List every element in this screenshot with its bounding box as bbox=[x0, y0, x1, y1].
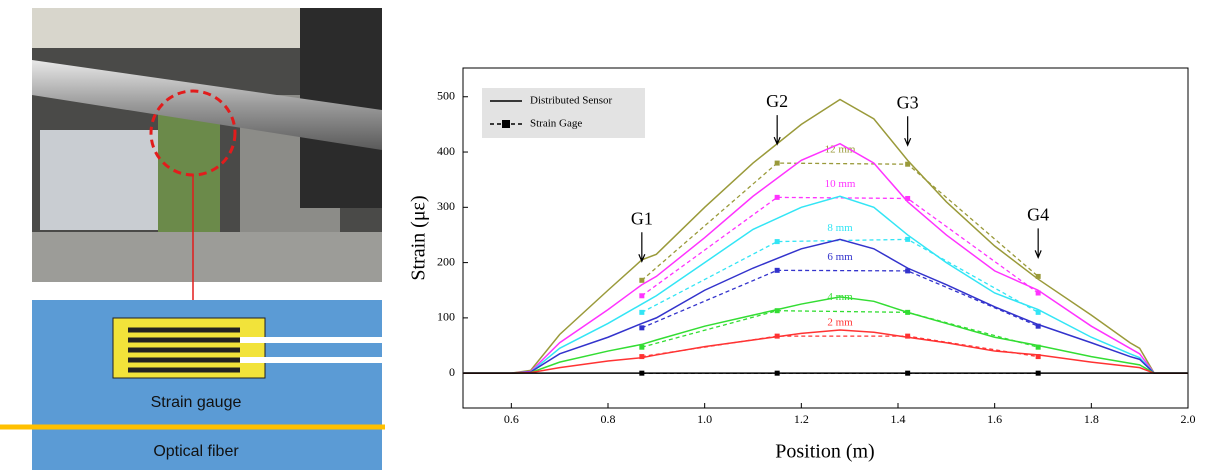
gauge-marker bbox=[774, 333, 780, 339]
gauge-arrow bbox=[773, 115, 781, 146]
gauge-marker bbox=[639, 277, 645, 283]
gauge-marker bbox=[639, 370, 645, 376]
gauge-marker bbox=[905, 309, 911, 315]
x-tick-label: 1.0 bbox=[697, 412, 712, 426]
gauge-marker bbox=[639, 325, 645, 331]
gauge-marker bbox=[774, 239, 780, 245]
gauge-name: G1 bbox=[631, 208, 653, 228]
y-tick-label: 100 bbox=[437, 310, 455, 324]
legend-marker bbox=[502, 120, 510, 128]
gauge-marker bbox=[905, 195, 911, 201]
y-axis-title: Strain (με) bbox=[408, 195, 430, 280]
gauge-marker bbox=[774, 160, 780, 166]
y-tick-label: 500 bbox=[437, 88, 455, 102]
gauge-line bbox=[641, 162, 1039, 281]
gauge-marker bbox=[905, 236, 911, 242]
load-label: 6 mm bbox=[827, 251, 853, 263]
photo bbox=[32, 8, 382, 300]
legend-box bbox=[482, 88, 645, 138]
gauge-marker bbox=[1035, 309, 1041, 315]
distributed-line bbox=[463, 329, 1188, 374]
gauge-label: Strain gauge bbox=[151, 394, 242, 411]
gauge-marker bbox=[905, 333, 911, 339]
load-label: 10 mm bbox=[825, 178, 856, 190]
plot-frame bbox=[462, 67, 1189, 409]
gauge-marker bbox=[639, 293, 645, 299]
gauge-arrow bbox=[1034, 228, 1042, 259]
distributed-line bbox=[463, 98, 1188, 374]
distributed-line bbox=[463, 195, 1188, 374]
gauge-name: G3 bbox=[897, 92, 919, 112]
gauge-marker bbox=[905, 370, 911, 376]
legend-label: Distributed Sensor bbox=[530, 95, 613, 107]
x-tick-label: 0.8 bbox=[601, 412, 616, 426]
y-tick-label: 200 bbox=[437, 254, 455, 268]
distributed-line bbox=[463, 142, 1188, 374]
x-tick-label: 1.2 bbox=[794, 412, 809, 426]
y-tick-label: 0 bbox=[449, 365, 455, 379]
x-axis-title: Position (m) bbox=[775, 441, 874, 463]
load-label: 8 mm bbox=[827, 222, 853, 234]
gauge-marker bbox=[639, 309, 645, 315]
gauge-marker bbox=[639, 354, 645, 360]
gauge-marker bbox=[639, 344, 645, 350]
gauge-marker bbox=[905, 161, 911, 167]
gauge-arrow bbox=[904, 116, 912, 147]
gauge-marker bbox=[1035, 344, 1041, 350]
x-tick-label: 1.6 bbox=[987, 412, 1002, 426]
gauge-marker bbox=[774, 267, 780, 273]
gauge-name: G4 bbox=[1027, 205, 1049, 225]
y-tick-label: 300 bbox=[437, 199, 455, 213]
x-tick-label: 1.4 bbox=[891, 412, 906, 426]
distributed-line bbox=[463, 238, 1188, 374]
gauge-marker bbox=[1035, 290, 1041, 296]
gauge-marker bbox=[774, 370, 780, 376]
x-tick-label: 0.6 bbox=[504, 412, 519, 426]
gauge-marker bbox=[1035, 323, 1041, 329]
gauge-arrow bbox=[638, 232, 646, 263]
gauge-name: G2 bbox=[766, 91, 788, 111]
x-tick-label: 2.0 bbox=[1181, 412, 1196, 426]
load-label: 2 mm bbox=[827, 317, 853, 329]
gauge-diagram: Strain gauge Optical fiber bbox=[0, 300, 390, 470]
gauge-line bbox=[641, 196, 1039, 297]
distributed-line bbox=[463, 296, 1188, 374]
legend-label: Strain Gage bbox=[530, 118, 582, 130]
load-label: 4 mm bbox=[827, 291, 853, 303]
gauge-marker bbox=[1035, 273, 1041, 279]
x-tick-label: 1.8 bbox=[1084, 412, 1099, 426]
gauge-marker bbox=[774, 194, 780, 200]
gauge-line bbox=[641, 269, 1039, 329]
legend bbox=[482, 88, 645, 138]
y-tick-label: 400 bbox=[437, 144, 455, 158]
gauge-marker bbox=[905, 268, 911, 274]
fiber-label: Optical fiber bbox=[153, 443, 239, 460]
gauge-line bbox=[641, 310, 1039, 348]
gauge-marker bbox=[1035, 370, 1041, 376]
gauge-marker bbox=[774, 308, 780, 314]
gauge-line bbox=[641, 335, 1039, 358]
gauge-marker bbox=[1035, 354, 1041, 360]
